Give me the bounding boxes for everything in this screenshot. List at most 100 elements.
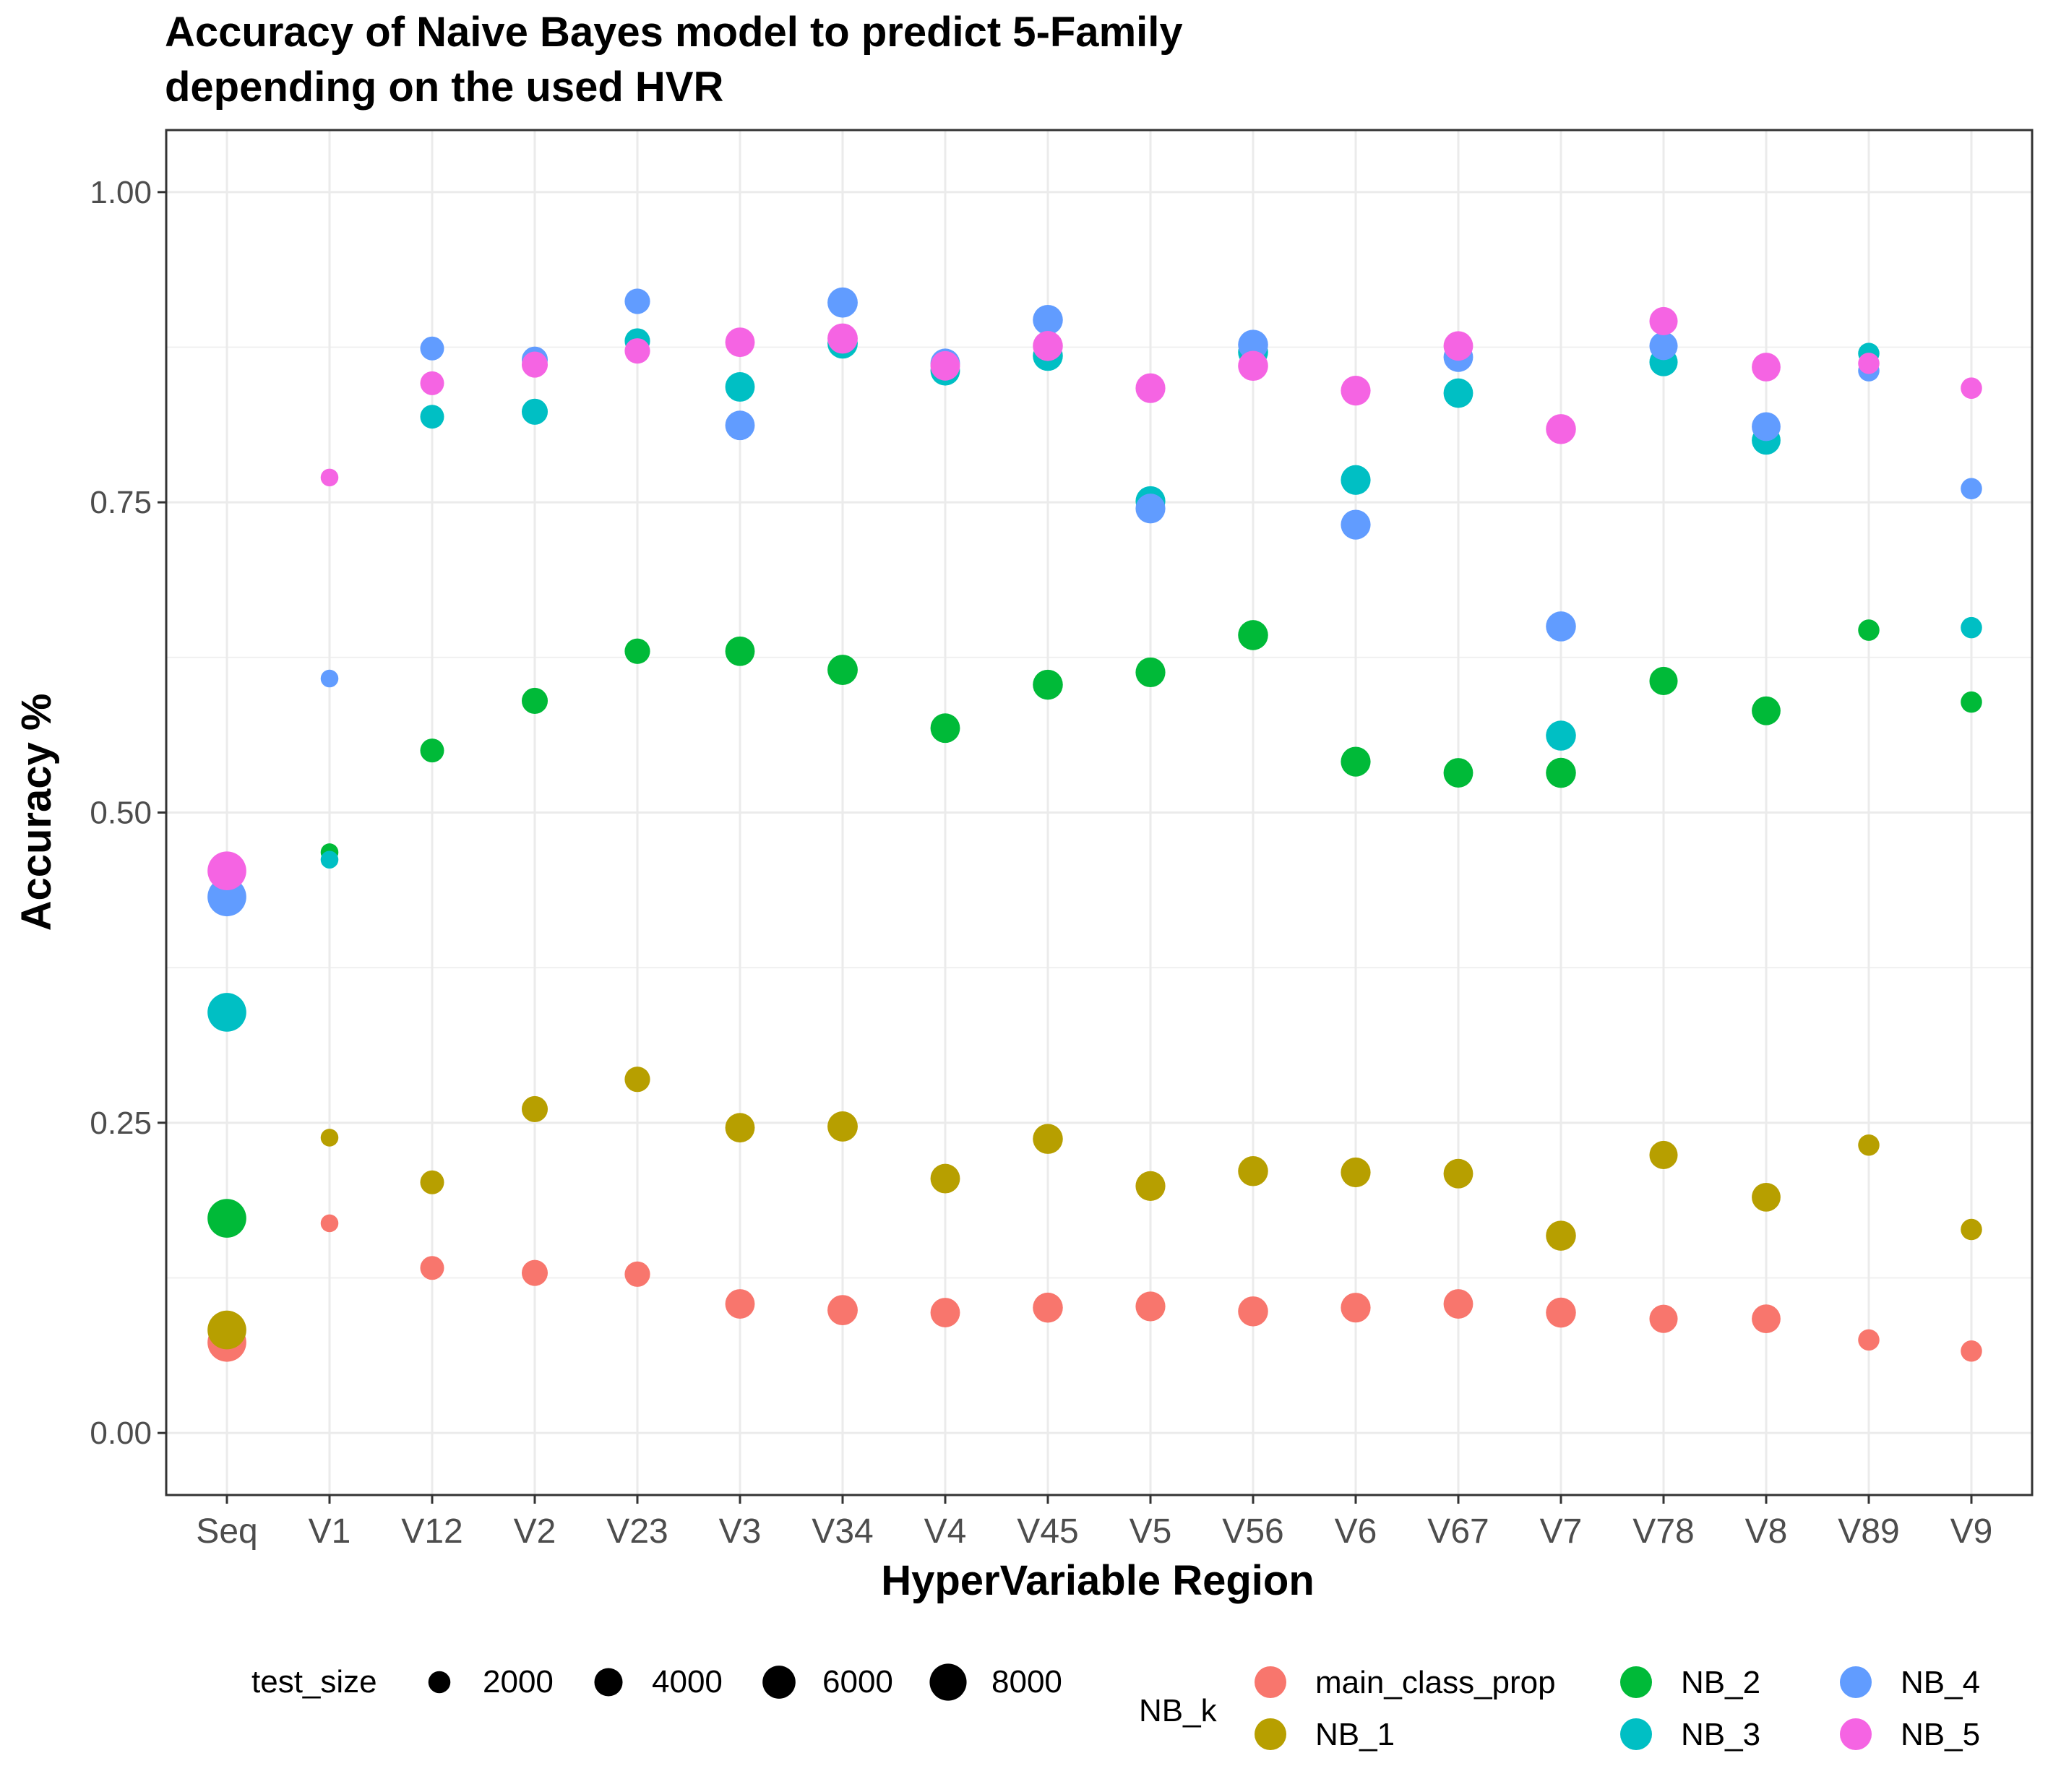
point-nb-1: [1858, 1134, 1880, 1156]
y-tick-label: 0.25: [90, 1106, 152, 1141]
legend-test-size: test_size 2000 4000 6000 8000: [251, 1663, 1062, 1701]
point-nb-1: [1649, 1140, 1678, 1170]
legend-key-nb-2: [1620, 1666, 1652, 1698]
x-tick-label: V7: [1540, 1512, 1583, 1551]
x-tick-label: V6: [1335, 1512, 1377, 1551]
point-nb-2: [207, 1199, 246, 1238]
point-nb-5: [1135, 373, 1166, 403]
point-nb-2: [1238, 620, 1268, 650]
point-nb-5: [1443, 331, 1473, 361]
legend-size-label: 2000: [483, 1664, 554, 1700]
point-nb-4: [1033, 304, 1063, 335]
point-nb-4: [1341, 509, 1371, 540]
x-tick-label: V67: [1427, 1512, 1489, 1551]
x-tick-label: V45: [1017, 1512, 1078, 1551]
point-main-class-prop: [930, 1298, 960, 1327]
point-nb-3: [1546, 720, 1576, 751]
legend-key-nb-4: [1840, 1666, 1872, 1698]
point-main-class-prop: [1858, 1329, 1880, 1351]
y-tick-label: 0.00: [90, 1416, 152, 1451]
legend-size-key: [929, 1663, 967, 1701]
x-tick-label: V12: [401, 1512, 462, 1551]
legend-size-label: 6000: [822, 1664, 893, 1700]
point-nb-4: [420, 336, 444, 361]
point-nb-5: [320, 468, 339, 487]
point-nb-4: [1238, 329, 1268, 360]
legend-label: NB_4: [1901, 1665, 1980, 1700]
point-nb-3: [420, 405, 444, 429]
point-nb-2: [827, 655, 858, 685]
point-nb-1: [1033, 1124, 1063, 1154]
point-nb-2: [1752, 696, 1781, 725]
point-nb-3: [320, 850, 339, 869]
y-tick-label: 0.50: [90, 796, 152, 831]
x-tick-label: V5: [1130, 1512, 1172, 1551]
data-points: [207, 287, 1982, 1362]
point-nb-3: [1341, 465, 1371, 495]
grid-minor: [166, 346, 2032, 1279]
grid-major: [166, 130, 2032, 1495]
point-nb-2: [1135, 657, 1166, 688]
point-nb-4: [320, 669, 339, 688]
point-nb-2: [1858, 619, 1880, 641]
x-axis-label: HyperVariable Region: [881, 1557, 1315, 1604]
point-nb-5: [420, 371, 444, 395]
point-nb-1: [1752, 1182, 1781, 1212]
point-nb-1: [420, 1170, 444, 1194]
point-main-class-prop: [320, 1214, 339, 1233]
legend-label: NB_1: [1315, 1717, 1395, 1752]
point-nb-4: [725, 410, 755, 441]
legend-nb-k: NB_k main_class_prop NB_1 NB_2 NB_3 NB_4 NB_5: [1139, 1665, 1980, 1752]
point-nb-1: [521, 1095, 548, 1122]
x-tick-label: V23: [606, 1512, 668, 1551]
x-tick-label: V89: [1838, 1512, 1899, 1551]
legend-label: NB_3: [1681, 1717, 1760, 1752]
point-nb-1: [624, 1067, 650, 1093]
point-nb-1: [725, 1113, 755, 1143]
point-nb-2: [420, 738, 444, 763]
point-main-class-prop: [1135, 1291, 1166, 1322]
point-nb-3: [521, 398, 548, 425]
y-axis: 0.00 0.25 0.50 0.75 1.00: [90, 175, 166, 1451]
point-nb-4: [1752, 412, 1781, 441]
point-main-class-prop: [1033, 1292, 1063, 1323]
point-nb-4: [827, 287, 858, 318]
point-nb-2: [725, 636, 755, 666]
legend-size-label: 8000: [991, 1664, 1062, 1700]
point-nb-1: [207, 1310, 246, 1350]
point-nb-5: [521, 351, 548, 378]
point-nb-2: [1341, 746, 1371, 777]
point-nb-4: [1135, 494, 1166, 524]
point-main-class-prop: [624, 1261, 650, 1287]
point-nb-5: [725, 327, 755, 358]
point-nb-5: [624, 338, 650, 364]
point-nb-4: [1649, 332, 1678, 361]
x-tick-label: V8: [1745, 1512, 1788, 1551]
legend-size-key: [594, 1668, 623, 1697]
legend-label: main_class_prop: [1315, 1665, 1556, 1700]
point-main-class-prop: [521, 1259, 548, 1286]
x-tick-label: V3: [719, 1512, 762, 1551]
point-main-class-prop: [1443, 1289, 1473, 1319]
chart-title-line1: Accuracy of Naive Bayes model to predict…: [165, 9, 1183, 56]
point-nb-1: [1546, 1220, 1576, 1251]
legend-size-key: [762, 1666, 796, 1699]
point-nb-1: [1135, 1171, 1166, 1201]
point-main-class-prop: [827, 1295, 858, 1326]
legend-label: NB_2: [1681, 1665, 1760, 1700]
point-main-class-prop: [1546, 1297, 1576, 1328]
point-main-class-prop: [1752, 1304, 1781, 1334]
point-nb-2: [521, 687, 548, 714]
chart-title-line2: depending on the used HVR: [165, 64, 723, 111]
point-nb-5: [1961, 377, 1982, 399]
y-tick-label: 1.00: [90, 175, 152, 210]
point-nb-4: [1961, 478, 1982, 500]
point-nb-4: [1546, 611, 1576, 642]
point-nb-1: [1443, 1158, 1473, 1189]
point-main-class-prop: [1238, 1296, 1268, 1327]
point-nb-3: [1961, 616, 1982, 639]
point-main-class-prop: [725, 1289, 755, 1319]
point-nb-5: [1238, 350, 1268, 382]
point-nb-2: [1443, 758, 1473, 788]
